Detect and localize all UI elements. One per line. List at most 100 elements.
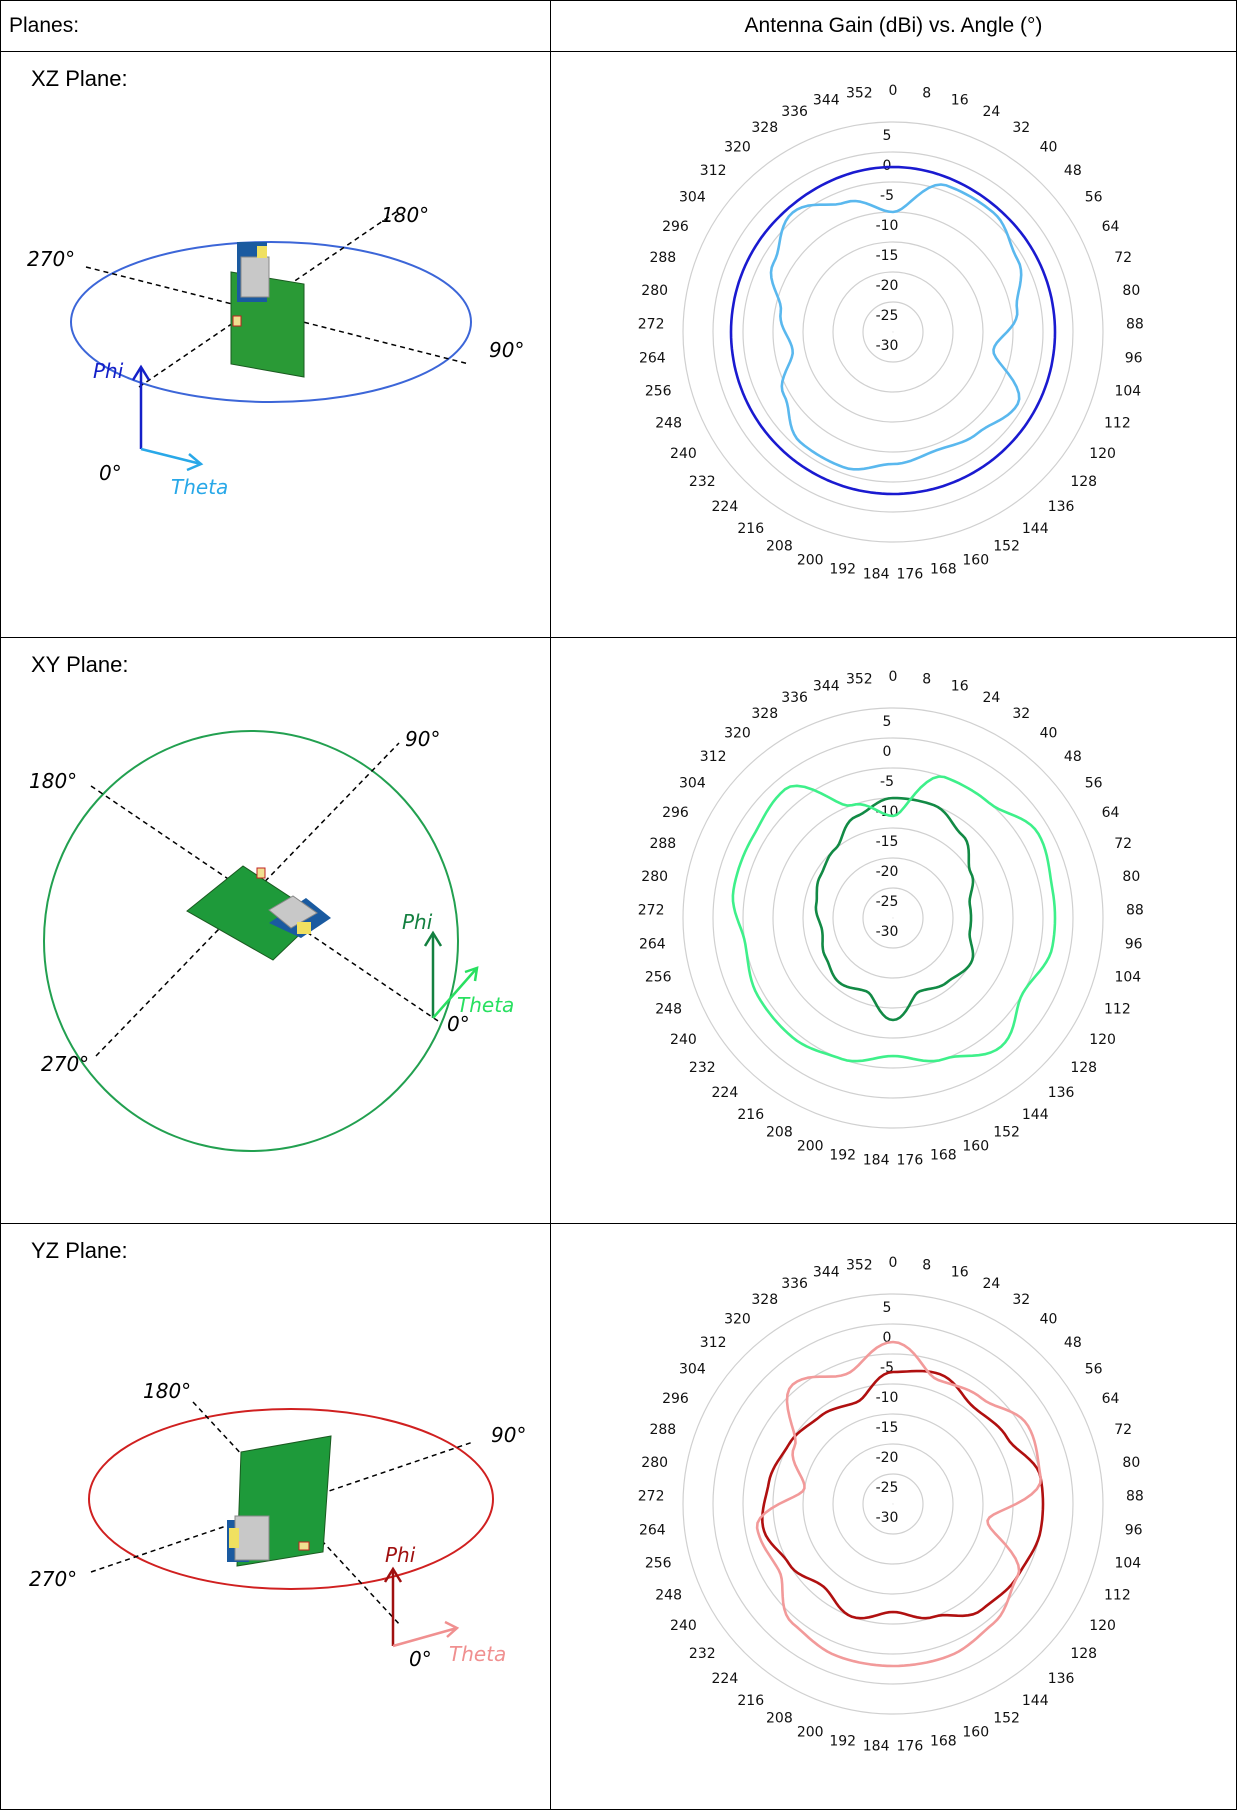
polar-chart-xz: 50-5-10-15-20-25-300 8 1624324048566472808… bbox=[638, 83, 1144, 582]
polar-chart-yz: 50-5-10-15-20-25-300 8 1624324048566472808… bbox=[638, 1255, 1144, 1754]
polar-chart-xy: 50-5-10-15-20-25-300 8 1624324048566472808… bbox=[638, 669, 1144, 1168]
angle-tick-label: 208 bbox=[766, 1125, 793, 1141]
angle-tick-label: 128 bbox=[1070, 474, 1097, 490]
angle-tick-label: 288 bbox=[649, 836, 676, 852]
angle-tick-label: 312 bbox=[700, 163, 727, 179]
radial-tick-label: -20 bbox=[876, 864, 899, 880]
angle-tick-label: 208 bbox=[766, 1711, 793, 1727]
angle-tick-label: 272 bbox=[638, 317, 665, 333]
angle-tick-label: 192 bbox=[829, 562, 856, 578]
radial-tick-label: 0 bbox=[883, 744, 892, 760]
angle-tick-label: 0 bbox=[889, 83, 898, 99]
chip-icon bbox=[257, 246, 267, 258]
radial-tick-label: 5 bbox=[883, 1300, 892, 1316]
radial-tick-label: -30 bbox=[876, 338, 899, 354]
radial-tick-label: -25 bbox=[876, 894, 899, 910]
theta-arrow bbox=[432, 967, 478, 1019]
angle-tick-label: 96 bbox=[1125, 1522, 1143, 1538]
angle-tick-label: 248 bbox=[655, 1002, 682, 1018]
angle-tick-label: 144 bbox=[1022, 1107, 1049, 1123]
angle-tick-label: 8 bbox=[922, 671, 931, 687]
angle-tick-label: 192 bbox=[829, 1148, 856, 1164]
angle-tick-label: 40 bbox=[1040, 1312, 1058, 1328]
angle-tick-label: 16 bbox=[951, 678, 969, 694]
xz-figure: Phi Theta 0° 90° 180° 270° bbox=[27, 203, 524, 499]
angle-tick-label: 0 bbox=[889, 1255, 898, 1271]
angle-tick-label: 280 bbox=[641, 283, 668, 299]
grid-ring bbox=[832, 857, 954, 979]
angle-tick-label: 96 bbox=[1125, 350, 1143, 366]
radial-tick-label: -30 bbox=[876, 1510, 899, 1526]
angle-tick-label: 248 bbox=[655, 1588, 682, 1604]
angle-tick-label: 336 bbox=[781, 104, 808, 120]
angle-tick-label: 128 bbox=[1070, 1646, 1097, 1662]
angle-tick-label: 200 bbox=[797, 552, 824, 568]
angle-tick-label: 240 bbox=[670, 1618, 697, 1634]
angle-tick-label: 288 bbox=[649, 1422, 676, 1438]
radial-tick-label: -5 bbox=[880, 188, 894, 204]
angle-tick-label: 96 bbox=[1125, 936, 1143, 952]
angle-tick-label: 144 bbox=[1022, 1693, 1049, 1709]
angle-tick-label: 232 bbox=[689, 474, 716, 490]
angle-tick-label: 296 bbox=[662, 1391, 689, 1407]
grid-ring bbox=[712, 151, 1074, 513]
angle-tick-label: 184 bbox=[863, 1738, 890, 1754]
angle-tick-label: 112 bbox=[1104, 1002, 1131, 1018]
grid-ring bbox=[802, 241, 984, 423]
xz-axis-270-90 bbox=[85, 266, 470, 365]
angle-tick-label: 336 bbox=[781, 1276, 808, 1292]
radial-tick-label: -10 bbox=[876, 218, 899, 234]
grid-ring bbox=[682, 121, 1104, 543]
angle-tick-label: 8 bbox=[922, 1257, 931, 1273]
angle-tick-label: 280 bbox=[641, 869, 668, 885]
angle-tick-label: 352 bbox=[846, 671, 873, 687]
angle-tick-label: 256 bbox=[645, 970, 672, 986]
angle-tick-label: 48 bbox=[1064, 1335, 1082, 1351]
angle-270: 270° bbox=[41, 1052, 89, 1076]
angle-tick-label: 104 bbox=[1114, 1556, 1141, 1572]
header-gain: Antenna Gain (dBi) vs. Angle (°) bbox=[550, 0, 1237, 52]
angle-tick-label: 184 bbox=[863, 566, 890, 582]
radial-tick-label: -20 bbox=[876, 1450, 899, 1466]
angle-90: 90° bbox=[405, 727, 440, 751]
angle-tick-label: 168 bbox=[930, 562, 957, 578]
angle-tick-label: 120 bbox=[1089, 1618, 1116, 1634]
angle-tick-label: 32 bbox=[1012, 706, 1030, 722]
angle-tick-label: 200 bbox=[797, 1138, 824, 1154]
xy-ellipse bbox=[43, 730, 459, 1152]
angle-tick-label: 104 bbox=[1114, 384, 1141, 400]
angle-tick-label: 176 bbox=[897, 1738, 924, 1754]
angle-tick-label: 112 bbox=[1104, 1588, 1131, 1604]
angle-270: 270° bbox=[27, 247, 75, 271]
angle-tick-label: 200 bbox=[797, 1724, 824, 1740]
grid-ring bbox=[742, 767, 1044, 1069]
theta-label: Theta bbox=[449, 1642, 506, 1666]
angle-tick-label: 304 bbox=[679, 1362, 706, 1378]
grid-ring bbox=[712, 1323, 1074, 1685]
angle-tick-label: 88 bbox=[1126, 317, 1144, 333]
small-chip-icon bbox=[256, 867, 266, 879]
angle-tick-label: 120 bbox=[1089, 446, 1116, 462]
grid-ring bbox=[832, 271, 954, 393]
radial-tick-label: -15 bbox=[876, 248, 899, 264]
angle-tick-label: 80 bbox=[1122, 1455, 1140, 1471]
radial-tick-label: -10 bbox=[876, 1390, 899, 1406]
angle-tick-label: 88 bbox=[1126, 903, 1144, 919]
grid-ring bbox=[862, 887, 924, 949]
radial-tick-label: 0 bbox=[883, 1330, 892, 1346]
radial-tick-label: 5 bbox=[883, 714, 892, 730]
yz-figure: Phi Theta 0° 90° 180° 270° bbox=[29, 1379, 526, 1671]
angle-tick-label: 216 bbox=[737, 1107, 764, 1123]
angle-tick-label: 0 bbox=[889, 669, 898, 685]
angle-tick-label: 136 bbox=[1048, 499, 1075, 515]
angle-tick-label: 320 bbox=[724, 726, 751, 742]
series-line-1 bbox=[755, 1340, 1042, 1668]
angle-90: 90° bbox=[491, 1423, 526, 1447]
chart-cell-yz: 5 0 -5 -10 -15 -20 -25 -30 0 8 16 24 32 40 48 56 64 72 80 8… bbox=[550, 1223, 1237, 1810]
angle-tick-label: 264 bbox=[639, 1522, 666, 1538]
angle-tick-label: 152 bbox=[993, 1125, 1020, 1141]
grid-ring bbox=[712, 737, 1074, 1099]
angle-tick-label: 112 bbox=[1104, 416, 1131, 432]
angle-tick-label: 104 bbox=[1114, 970, 1141, 986]
